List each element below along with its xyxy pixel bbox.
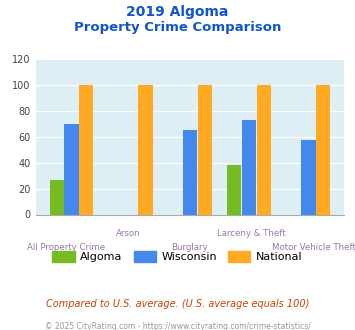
Bar xyxy=(79,85,93,214)
Bar xyxy=(183,130,197,214)
Bar xyxy=(316,85,330,214)
Bar xyxy=(301,140,316,214)
Bar xyxy=(198,85,212,214)
Legend: Algoma, Wisconsin, National: Algoma, Wisconsin, National xyxy=(48,247,307,267)
Bar xyxy=(64,124,78,214)
Text: Motor Vehicle Theft: Motor Vehicle Theft xyxy=(272,243,355,251)
Text: Compared to U.S. average. (U.S. average equals 100): Compared to U.S. average. (U.S. average … xyxy=(46,299,309,309)
Bar xyxy=(138,85,153,214)
Text: Property Crime Comparison: Property Crime Comparison xyxy=(74,21,281,34)
Text: © 2025 CityRating.com - https://www.cityrating.com/crime-statistics/: © 2025 CityRating.com - https://www.city… xyxy=(45,322,310,330)
Text: Burglary: Burglary xyxy=(171,243,208,251)
Text: 2019 Algoma: 2019 Algoma xyxy=(126,5,229,19)
Text: All Property Crime: All Property Crime xyxy=(27,243,105,251)
Text: Larceny & Theft: Larceny & Theft xyxy=(217,229,286,238)
Text: Arson: Arson xyxy=(116,229,141,238)
Bar xyxy=(257,85,271,214)
Bar xyxy=(227,165,241,215)
Bar xyxy=(50,180,64,214)
Bar xyxy=(242,120,256,214)
